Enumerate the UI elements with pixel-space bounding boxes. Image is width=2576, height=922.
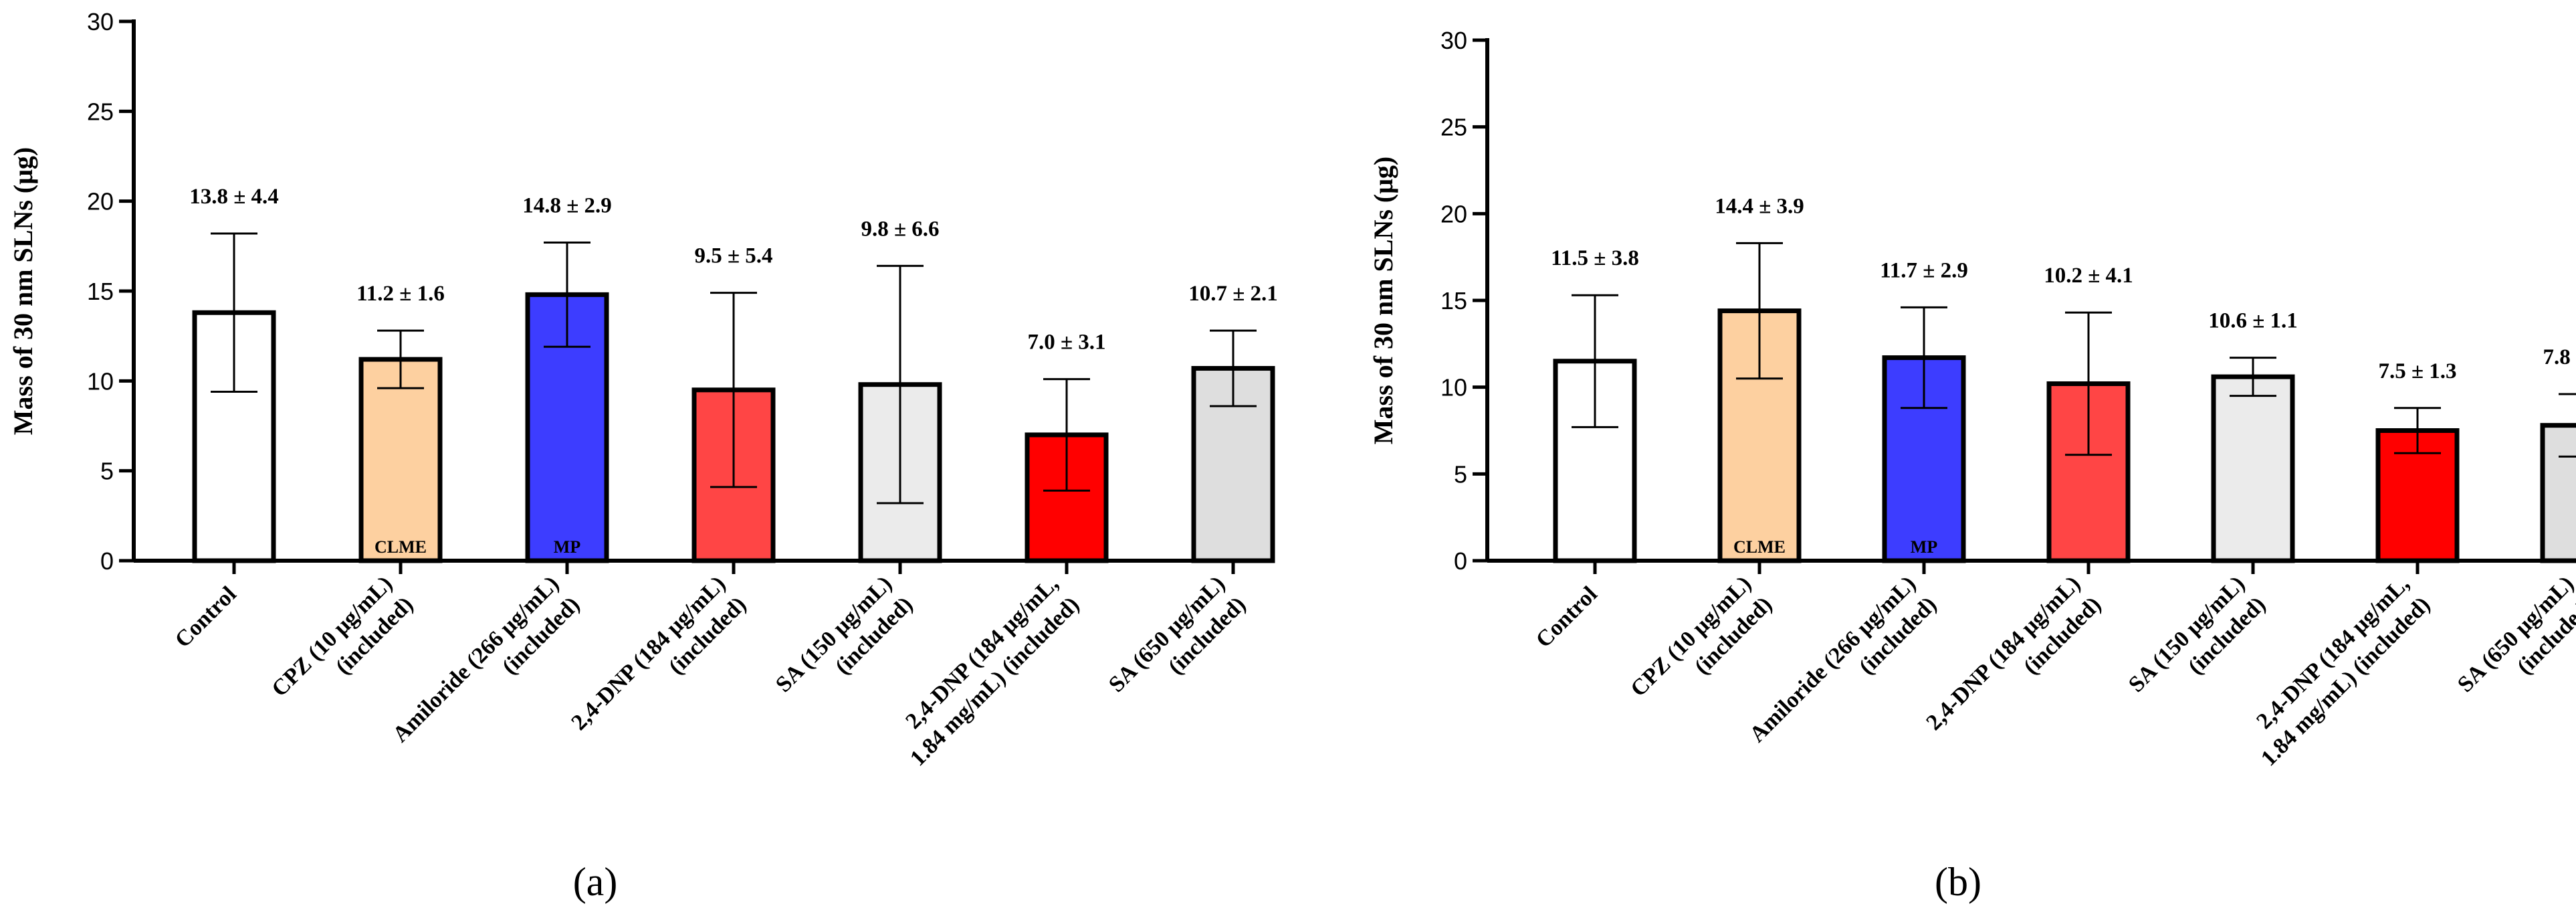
y-tick-label: 5 (100, 458, 114, 485)
data-label: 11.7 ± 2.9 (1880, 258, 1968, 282)
x-category-label: SA (150 μg/mL)(included) (771, 571, 918, 718)
data-label: 10.2 ± 4.1 (2044, 264, 2133, 288)
panel-b-chart: 0 5 10 15 20 25 30 Mass of 30 nm SLNs (μg) 11.5 … (1368, 27, 2576, 904)
panel-label: (a) (573, 860, 618, 904)
x-category-label: SA (650 μg/mL)(included) (1104, 571, 1251, 718)
bar-inner-label: MP (1911, 537, 1938, 557)
y-tick-label: 15 (1440, 287, 1467, 314)
y-tick-label: 20 (87, 188, 114, 215)
y-tick-label: 25 (87, 98, 114, 125)
x-category-label-line: Amiloride (266 μg/mL) (388, 571, 564, 747)
bar (2540, 423, 2576, 563)
bar-inner-label: MP (554, 537, 581, 557)
y-tick-label: 15 (87, 278, 114, 305)
data-label: 10.7 ± 2.1 (1188, 282, 1278, 306)
x-category-label: Amiloride (266 μg/mL)(included) (388, 571, 584, 768)
x-category-label-line: 1.84 mg/mL) (included) (905, 592, 1084, 771)
data-label: 11.2 ± 1.6 (356, 282, 445, 306)
data-label: 14.8 ± 2.9 (522, 193, 612, 217)
y-axis-label: Mass of 30 nm SLNs (μg) (1368, 157, 1398, 444)
x-category-label-line: Control (171, 581, 241, 652)
data-label: 14.4 ± 3.9 (1715, 194, 1804, 218)
panel-a-chart: 0 5 10 15 20 25 30 Mass of 30 nm SLNs (μg) 13.8 … (8, 8, 1278, 904)
y-axis-label: Mass of 30 nm SLNs (μg) (8, 147, 38, 435)
data-label: 7.8 ± 1.8 (2543, 345, 2576, 369)
data-label: 10.6 ± 1.1 (2208, 309, 2298, 333)
y-tick-label: 30 (87, 8, 114, 35)
data-label: 7.0 ± 3.1 (1027, 331, 1105, 355)
x-category-label: CPZ (10 μg/mL)(included) (1626, 571, 1777, 723)
x-category-label: Control (171, 581, 241, 652)
y-tick-label: 10 (87, 367, 114, 395)
data-label: 9.5 ± 5.4 (694, 244, 772, 268)
data-label: 7.5 ± 1.3 (2378, 359, 2456, 383)
y-tick-label: 0 (100, 547, 114, 575)
panel-label: (b) (1935, 860, 1981, 904)
bar (2211, 374, 2295, 563)
bar-inner-label: CLME (374, 537, 427, 557)
x-category-label: SA (650 μg/mL)(included) (2453, 571, 2576, 718)
y-tick-label: 25 (1440, 114, 1467, 141)
x-category-label-line: 1.84 mg/mL) (included) (2256, 592, 2435, 771)
y-tick-label: 0 (1454, 547, 1467, 575)
y-tick-label: 5 (1454, 460, 1467, 488)
data-label: 11.5 ± 3.8 (1551, 246, 1639, 270)
x-category-label: SA (150 μg/mL)(included) (2124, 571, 2270, 718)
x-category-label-line: Amiloride (266 μg/mL) (1745, 571, 1921, 747)
x-category-label: 2,4-DNP (184 μg/mL)(included) (566, 571, 751, 756)
x-category-label: Amiloride (266 μg/mL)(included) (1745, 571, 1941, 768)
x-category-label: Control (1531, 581, 1602, 652)
bar (358, 357, 443, 563)
data-label: 13.8 ± 4.4 (189, 185, 279, 209)
y-tick-label: 20 (1440, 200, 1467, 227)
bar-inner-label: CLME (1733, 537, 1786, 557)
y-tick-label: 10 (1440, 374, 1467, 401)
x-category-label-line: Control (1531, 581, 1602, 652)
x-category-label: CPZ (10 μg/mL)(included) (267, 571, 418, 723)
x-category-label: 2,4-DNP (184 μg/mL,1.84 mg/mL) (included… (885, 571, 1084, 771)
x-category-label: 2,4-DNP (184 μg/mL,1.84 mg/mL) (included… (2236, 571, 2435, 771)
x-category-label: 2,4-DNP (184 μg/mL)(included) (1921, 571, 2106, 756)
data-label: 9.8 ± 6.6 (861, 217, 939, 241)
y-tick-label: 30 (1440, 27, 1467, 54)
